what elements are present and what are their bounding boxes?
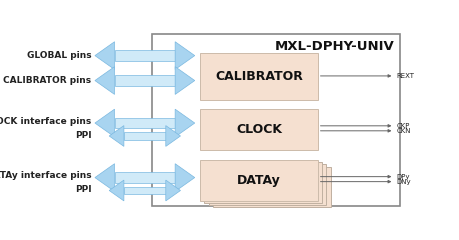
Bar: [114, 172, 175, 183]
Text: DPy: DPy: [396, 174, 409, 180]
Bar: [200, 53, 317, 100]
Polygon shape: [95, 164, 114, 192]
Text: CKP: CKP: [396, 123, 409, 129]
Text: CLOCK: CLOCK: [235, 123, 281, 136]
Polygon shape: [95, 67, 114, 94]
Bar: [208, 164, 325, 205]
Bar: [204, 162, 321, 203]
Bar: [114, 50, 175, 61]
Bar: [123, 187, 165, 194]
Bar: [213, 167, 330, 207]
Text: DATAy: DATAy: [236, 174, 280, 187]
Bar: [114, 75, 175, 86]
Text: DATAy interface pins: DATAy interface pins: [0, 171, 91, 180]
Polygon shape: [175, 67, 194, 94]
Text: GLOBAL pins: GLOBAL pins: [27, 51, 91, 60]
Text: CALIBRATOR pins: CALIBRATOR pins: [3, 76, 91, 85]
Polygon shape: [95, 42, 114, 69]
Polygon shape: [109, 180, 123, 201]
Polygon shape: [165, 180, 180, 201]
Text: PPI: PPI: [74, 131, 91, 140]
Bar: [151, 34, 399, 206]
Text: CKN: CKN: [396, 128, 410, 134]
Text: CALIBRATOR: CALIBRATOR: [214, 70, 302, 83]
Polygon shape: [175, 42, 194, 69]
Text: MXL-DPHY-UNIV: MXL-DPHY-UNIV: [274, 40, 393, 53]
Text: REXT: REXT: [396, 73, 414, 79]
Text: CLOCK interface pins: CLOCK interface pins: [0, 117, 91, 126]
Bar: [123, 132, 165, 140]
Bar: [200, 160, 317, 201]
Bar: [200, 109, 317, 150]
Polygon shape: [165, 126, 180, 146]
Text: PPI: PPI: [74, 185, 91, 194]
Polygon shape: [175, 164, 194, 192]
Text: DNy: DNy: [396, 179, 410, 185]
Polygon shape: [175, 109, 194, 137]
Polygon shape: [109, 126, 123, 146]
Bar: [114, 118, 175, 128]
Polygon shape: [95, 109, 114, 137]
